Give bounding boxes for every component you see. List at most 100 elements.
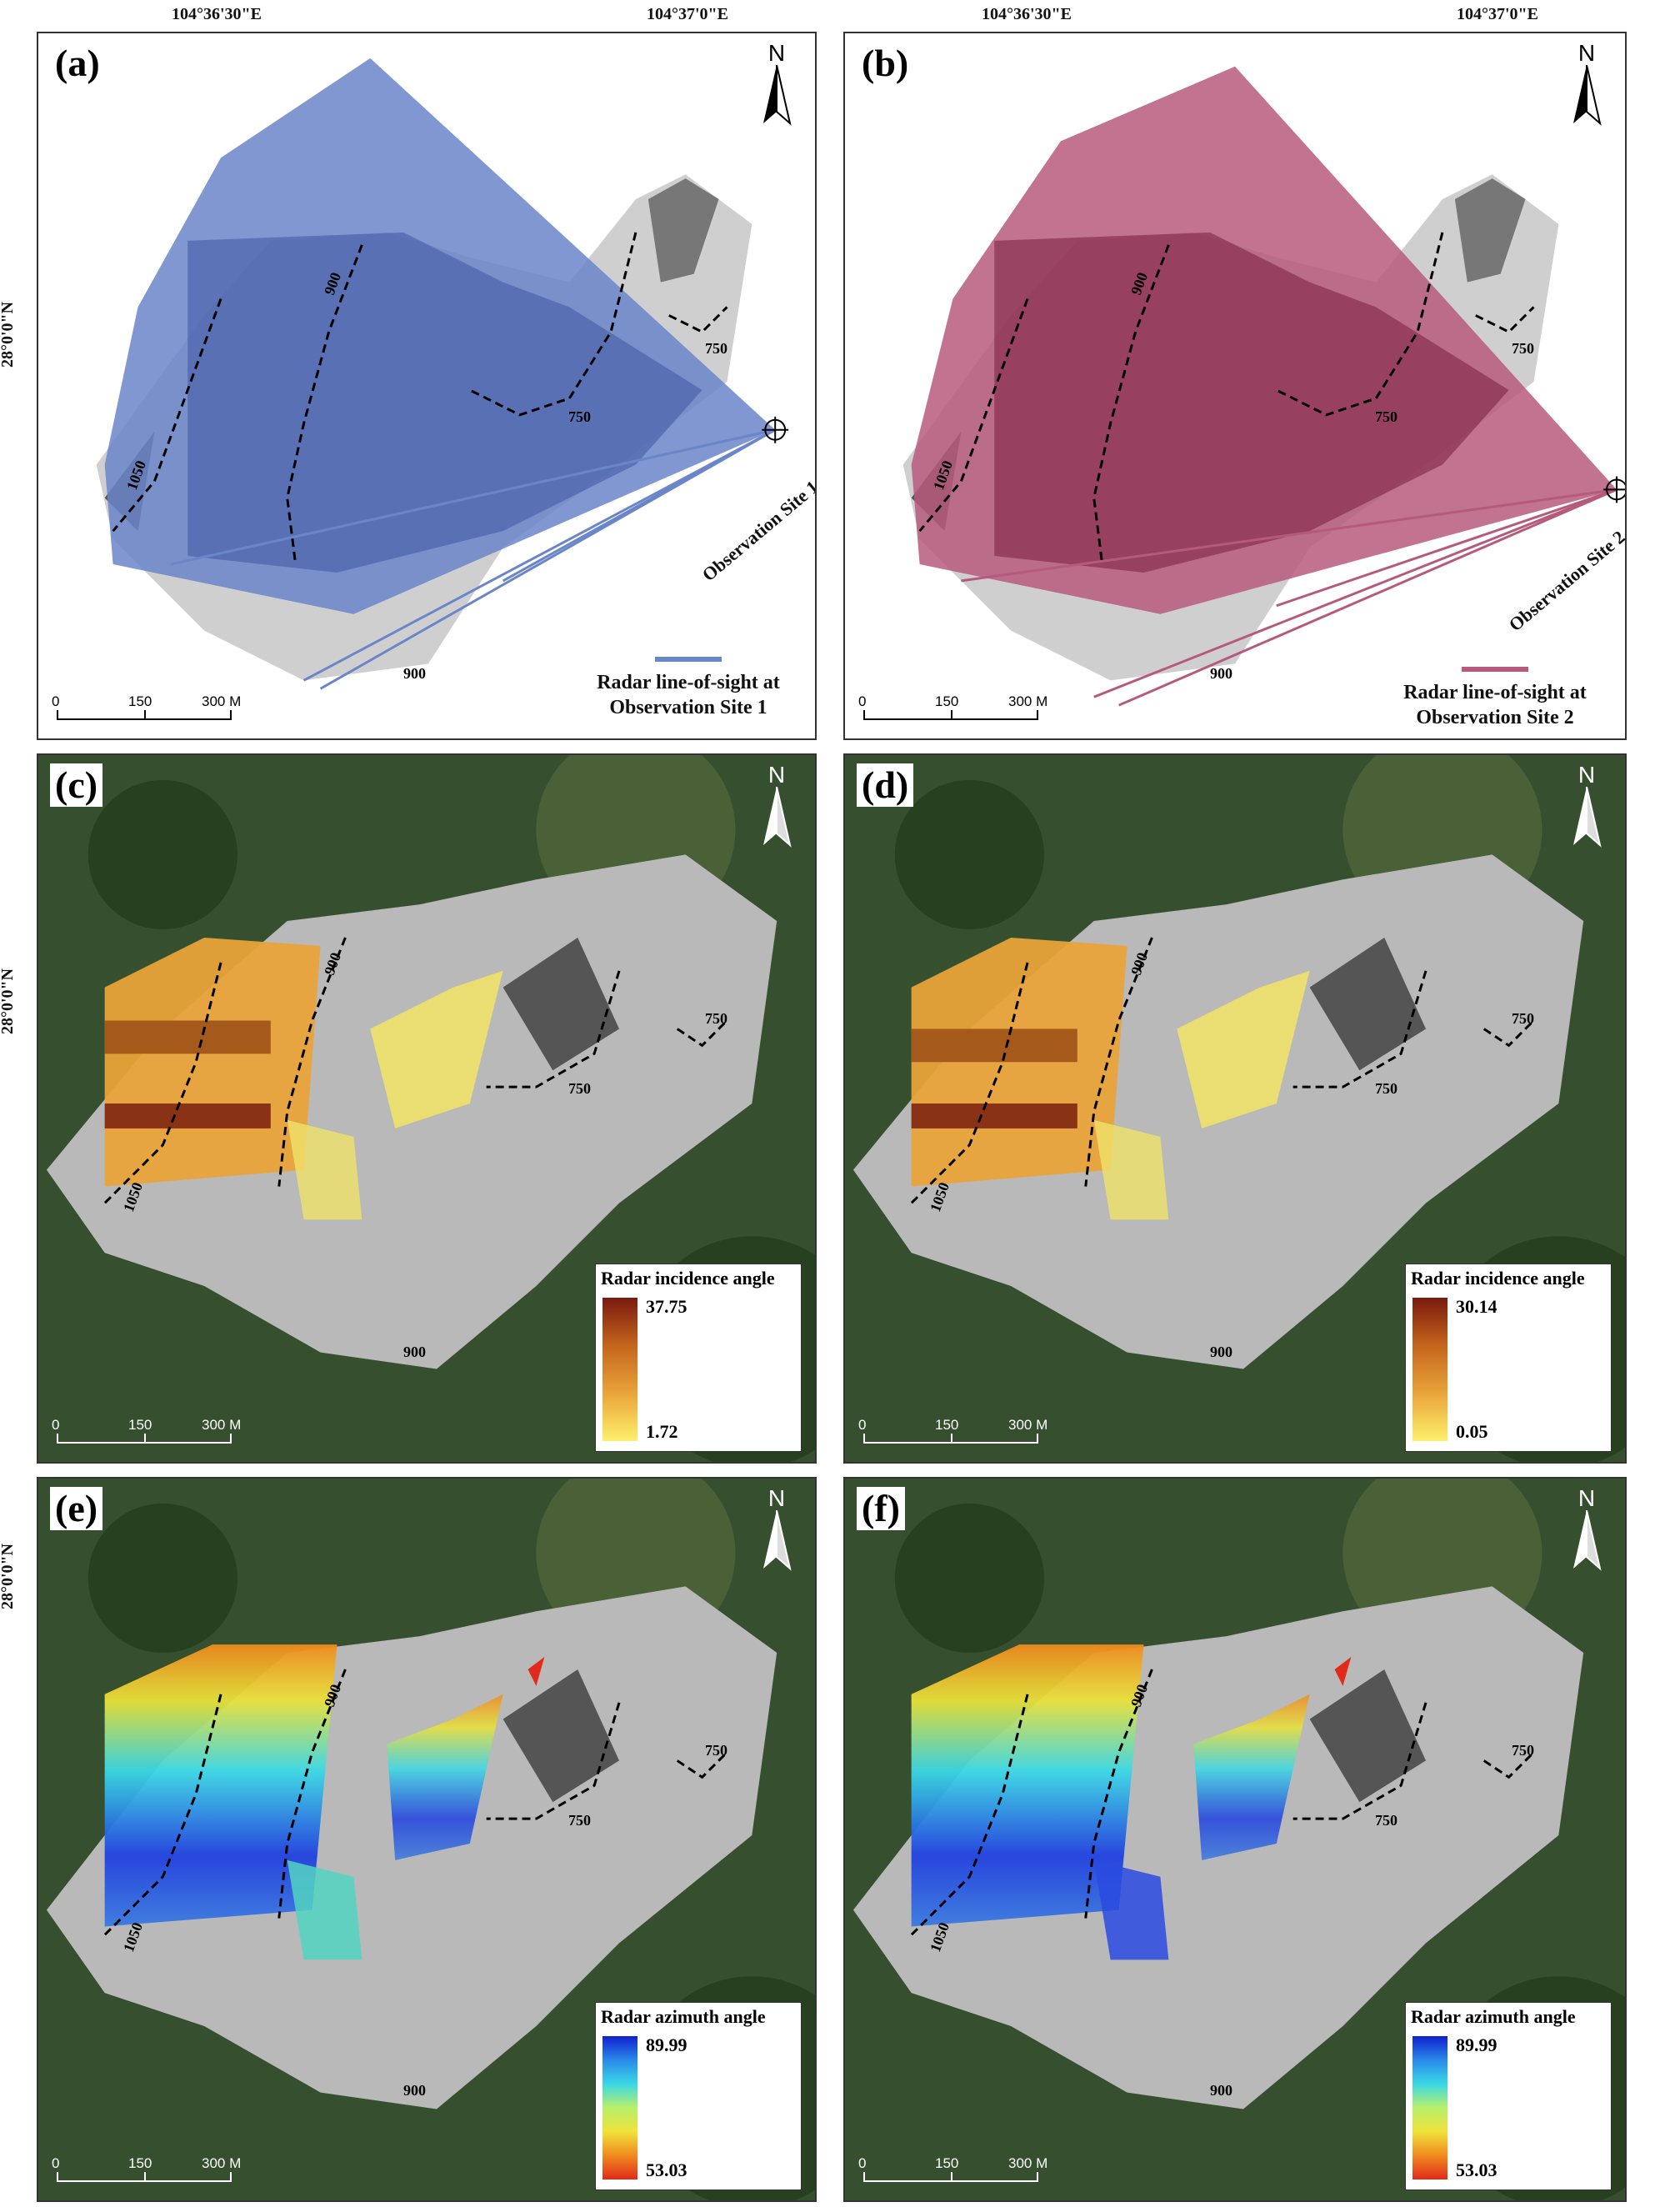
colorbar-legend-f: Radar azimuth angle 89.99 53.03 bbox=[1405, 2002, 1612, 2190]
contour-label-750b: 750 bbox=[705, 1742, 728, 1759]
scale-0: 0 bbox=[858, 693, 867, 709]
north-arrow-icon bbox=[763, 787, 792, 848]
panel-b: (b) N 1050 900 750 750 900 Observation S… bbox=[843, 32, 1627, 740]
panel-c: (c) N 1050 900 750 750 900 Radar inciden… bbox=[37, 753, 817, 1464]
scale-0: 0 bbox=[52, 693, 60, 709]
north-letter: N bbox=[768, 1485, 786, 1511]
north-arrow-icon bbox=[763, 65, 792, 126]
scale-300: 300 M bbox=[202, 2155, 242, 2171]
colorbar-max: 37.75 bbox=[646, 1296, 688, 1317]
scale-0: 0 bbox=[52, 1417, 60, 1433]
colorbar-legend-d: Radar incidence angle 30.14 0.05 bbox=[1405, 1264, 1612, 1452]
lon-label-right-2: 104°37'0"E bbox=[1457, 5, 1538, 23]
scale-bar-d: 0 150 300 M bbox=[855, 1417, 1072, 1452]
north-arrow-icon bbox=[1573, 1510, 1602, 1571]
los-legend-line2: Observation Site 2 bbox=[1416, 707, 1574, 728]
contour-label-900b: 900 bbox=[1210, 665, 1232, 682]
north-letter: N bbox=[768, 40, 786, 66]
panel-f: (f) N 1050 900 750 750 900 Radar azimuth… bbox=[843, 1477, 1627, 2202]
colorbar-legend-e: Radar azimuth angle 89.99 53.03 bbox=[595, 2002, 802, 2190]
colorbar-title: Radar incidence angle bbox=[601, 1268, 775, 1289]
north-arrow-icon bbox=[1573, 787, 1602, 848]
los-legend-line2: Observation Site 1 bbox=[609, 697, 768, 718]
scale-bar-b: 0 150 300 M bbox=[855, 693, 1072, 728]
north-arrow-d: N bbox=[1562, 762, 1612, 853]
colorbar-max: 89.99 bbox=[646, 2034, 688, 2055]
contour-label-900b: 900 bbox=[403, 2082, 426, 2099]
scale-0: 0 bbox=[858, 2155, 867, 2171]
north-letter: N bbox=[1578, 40, 1596, 66]
colorbar-max: 30.14 bbox=[1456, 1296, 1498, 1317]
scale-150: 150 bbox=[935, 693, 959, 709]
scale-300: 300 M bbox=[1008, 693, 1048, 709]
contour-label-750: 750 bbox=[568, 1080, 591, 1097]
lon-label-right-1: 104°36'30"E bbox=[982, 5, 1072, 23]
panel-d: (d) N 1050 900 750 750 900 Radar inciden… bbox=[843, 753, 1627, 1464]
north-arrow-a: N bbox=[752, 40, 802, 132]
colorbar-ramp bbox=[602, 1298, 638, 1441]
los-legend-b: Radar line-of-sight at Observation Site … bbox=[1370, 667, 1620, 730]
north-arrow-f: N bbox=[1562, 1485, 1612, 1577]
scale-300: 300 M bbox=[202, 1417, 242, 1433]
north-letter: N bbox=[1578, 1485, 1596, 1511]
colorbar-min: 53.03 bbox=[646, 2159, 688, 2180]
contour-label-900b: 900 bbox=[1210, 2082, 1232, 2099]
contour-label-750b: 750 bbox=[705, 340, 728, 357]
north-arrow-icon bbox=[763, 1510, 792, 1571]
panel-label-f: (f) bbox=[857, 1487, 905, 1530]
scale-150: 150 bbox=[128, 1417, 152, 1433]
los-legend-line1: Radar line-of-sight at bbox=[597, 672, 780, 693]
north-arrow-icon bbox=[1573, 65, 1602, 126]
north-letter: N bbox=[768, 762, 786, 788]
colorbar-title: Radar incidence angle bbox=[1411, 1268, 1585, 1289]
north-arrow-b: N bbox=[1562, 40, 1612, 132]
scale-150: 150 bbox=[935, 1417, 959, 1433]
panel-label-a: (a) bbox=[50, 42, 105, 85]
colorbar-title: Radar azimuth angle bbox=[601, 2006, 766, 2027]
scale-bar-e: 0 150 300 M bbox=[48, 2155, 265, 2190]
hillshade-map-a bbox=[96, 58, 789, 690]
panel-a: (a) N 1050 900 750 750 900 Observation S… bbox=[37, 32, 817, 740]
contour-label-900b: 900 bbox=[1210, 1344, 1232, 1360]
scale-150: 150 bbox=[935, 2155, 959, 2171]
panel-label-c: (c) bbox=[50, 763, 103, 807]
los-swatch-b bbox=[1462, 667, 1528, 672]
contour-label-750b: 750 bbox=[705, 1010, 728, 1027]
scale-0: 0 bbox=[52, 2155, 60, 2171]
contour-label-750b: 750 bbox=[1512, 1010, 1534, 1027]
contour-label-750: 750 bbox=[1375, 1080, 1398, 1097]
contour-label-750: 750 bbox=[1375, 408, 1398, 425]
panel-label-b: (b) bbox=[857, 42, 914, 85]
scale-bar-f: 0 150 300 M bbox=[855, 2155, 1072, 2190]
scale-300: 300 M bbox=[1008, 2155, 1048, 2171]
contour-label-750: 750 bbox=[568, 1812, 591, 1829]
contour-label-900b: 900 bbox=[403, 1344, 426, 1360]
lat-label-row-1: 28°0'0"N bbox=[0, 301, 18, 368]
lon-label-left-2: 104°37'0"E bbox=[647, 5, 728, 23]
panel-e: (e) N 1050 900 750 750 900 Radar azimuth… bbox=[37, 1477, 817, 2202]
contour-label-750b: 750 bbox=[1512, 1742, 1534, 1759]
satellite-map-d bbox=[845, 755, 1625, 1462]
los-swatch-a bbox=[655, 657, 722, 662]
colorbar-max: 89.99 bbox=[1456, 2034, 1498, 2055]
hillshade-map-b bbox=[902, 66, 1625, 707]
colorbar-ramp bbox=[1412, 2036, 1448, 2179]
los-legend-a: Radar line-of-sight at Observation Site … bbox=[563, 657, 813, 720]
lat-label-row-3: 28°0'0"N bbox=[0, 1543, 18, 1610]
scale-300: 300 M bbox=[202, 693, 242, 709]
scale-bar-a: 0 150 300 M bbox=[48, 693, 265, 728]
colorbar-title: Radar azimuth angle bbox=[1411, 2006, 1576, 2027]
los-legend-line1: Radar line-of-sight at bbox=[1403, 682, 1587, 703]
contour-label-750: 750 bbox=[568, 408, 591, 425]
lat-label-row-2: 28°0'0"N bbox=[0, 968, 18, 1035]
scale-300: 300 M bbox=[1008, 1417, 1048, 1433]
colorbar-legend-c: Radar incidence angle 37.75 1.72 bbox=[595, 1264, 802, 1452]
colorbar-min: 1.72 bbox=[646, 1421, 678, 1442]
panel-label-d: (d) bbox=[857, 763, 914, 807]
contour-label-750: 750 bbox=[1375, 1812, 1398, 1829]
contour-label-900b: 900 bbox=[403, 665, 426, 682]
colorbar-ramp bbox=[1412, 1298, 1448, 1441]
scale-150: 150 bbox=[128, 2155, 152, 2171]
contour-label-750b: 750 bbox=[1512, 340, 1534, 357]
scale-bar-c: 0 150 300 M bbox=[48, 1417, 265, 1452]
